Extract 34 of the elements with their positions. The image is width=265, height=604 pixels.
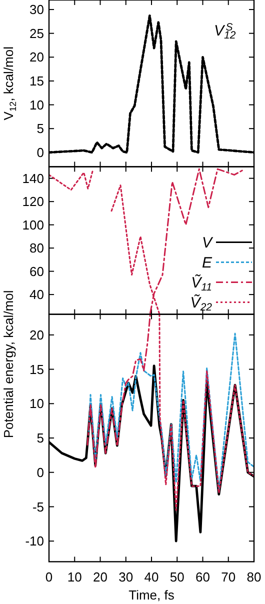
legend-label: V: [202, 234, 214, 252]
y-axis-title: Potential energy, kcal/mol: [1, 290, 16, 438]
x-tick-label: 80: [246, 570, 262, 585]
y-tick-label: 10: [30, 396, 44, 412]
y-tick-label: 60: [30, 264, 44, 279]
y-tick-label: 5: [36, 430, 44, 446]
y-tick-label: 15: [30, 362, 44, 377]
y-tick-label: -10: [25, 534, 44, 549]
legend-label: Ṽ$_{11}$: [191, 274, 212, 294]
x-tick-label: 50: [170, 570, 184, 585]
legend-label: E: [202, 254, 213, 272]
y-tick-label: 0: [36, 464, 44, 480]
x-tick-label: 20: [93, 570, 108, 585]
y-tick-label: 120: [22, 194, 44, 210]
x-axis-title: Time, fs: [128, 588, 175, 603]
y-tick-label: 15: [30, 74, 44, 89]
y-tick-label: 10: [30, 97, 44, 112]
y-tick-label: -5: [32, 499, 44, 514]
x-tick-label: 70: [221, 570, 236, 585]
y-tick-label: 80: [30, 240, 44, 256]
y-tick-label: 20: [30, 327, 44, 342]
y-tick-label: 140: [22, 170, 44, 186]
y-tick-label: 25: [30, 26, 44, 41]
y-tick-label: 30: [30, 2, 44, 18]
y-tick-label: 100: [22, 217, 44, 232]
y-tick-label: 40: [30, 287, 44, 302]
y-tick-label: 0: [36, 144, 44, 160]
y-tick-label: 5: [36, 121, 44, 136]
legend-label: Ṽ$_{22}$: [190, 294, 212, 314]
x-tick-label: 40: [144, 570, 159, 585]
x-tick-label: 60: [196, 570, 210, 585]
y-tick-label: 20: [30, 50, 44, 65]
x-tick-label: 10: [67, 570, 82, 585]
x-tick-label: 30: [118, 570, 134, 585]
